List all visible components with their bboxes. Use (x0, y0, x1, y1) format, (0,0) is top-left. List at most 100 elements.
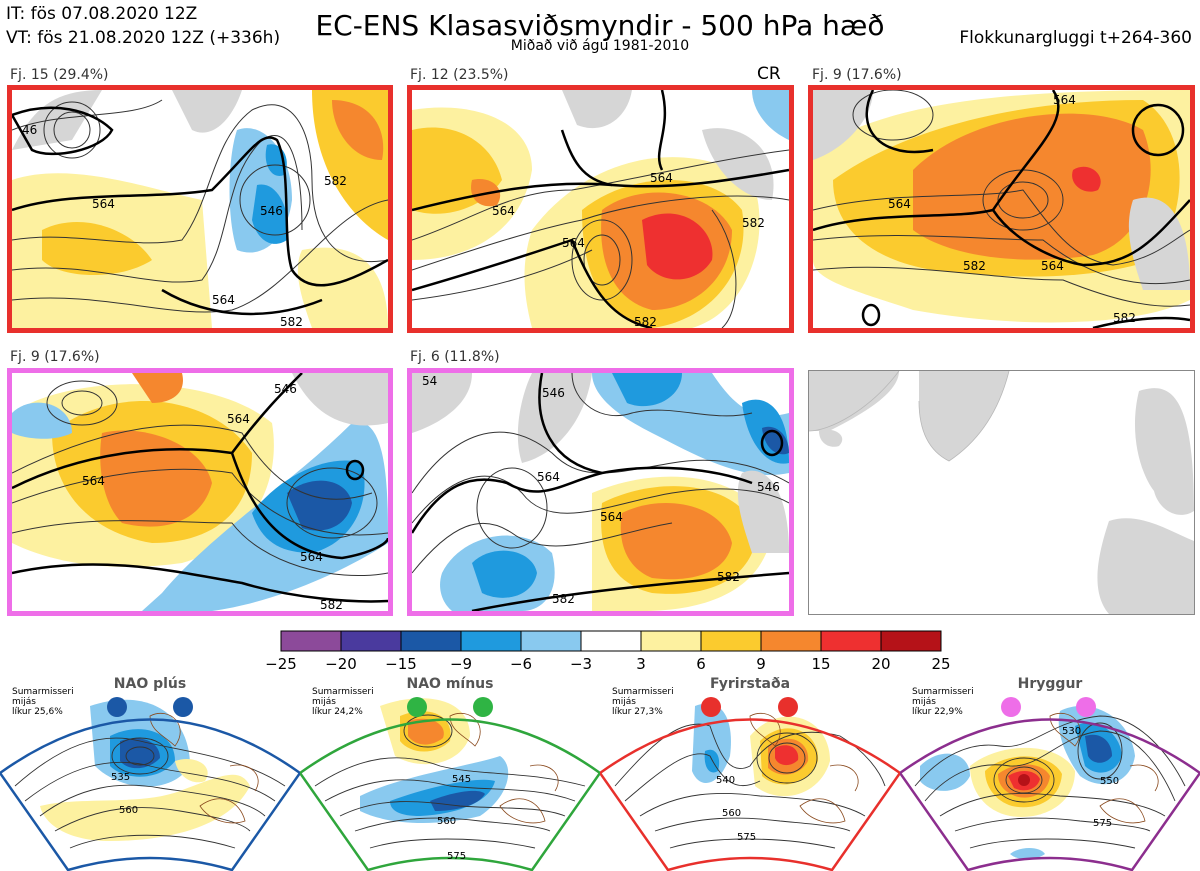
contour-label: 564 (600, 510, 623, 524)
colorbar-segment (820, 630, 882, 652)
regime-ridge: 530 550 575 Hryggur Sumarmisseri mijás lík… (900, 676, 1200, 871)
contour-label: 564 (562, 236, 585, 250)
panel-2-tag: CR (757, 64, 781, 84)
contour-label: 575 (737, 832, 756, 843)
contour-label: 546 (274, 382, 297, 396)
contour-label: 540 (716, 775, 735, 786)
contour-label: 546 (757, 480, 780, 494)
contour-label: 582 (717, 570, 740, 584)
regime-title: NAO plús (113, 676, 187, 692)
colorbar-segment (340, 630, 402, 652)
contour-label: 564 (1041, 259, 1064, 273)
panel-2-label: Fj. 12 (23.5%) (410, 67, 509, 83)
colorbar-segment (400, 630, 462, 652)
cluster-map-5: 54 546 564 564 582 582 546 (407, 368, 794, 616)
colorbar-tick: 20 (871, 655, 891, 673)
contour-label: 564 (650, 171, 673, 185)
colorbar-tick: 9 (756, 655, 766, 673)
colorbar-tick: −6 (509, 655, 533, 673)
contour-label: 582 (742, 216, 765, 230)
contour-label: 560 (437, 816, 456, 827)
contour-label: 545 (452, 774, 471, 785)
regime-note: Sumarmisseri mijás líkur 22,9% (912, 687, 974, 717)
contour-label: 564 (888, 197, 911, 211)
regime-blocking: 540 560 575 Fyrirstaða Sumarmisseri mijás… (600, 676, 900, 871)
contour-label: 550 (1100, 776, 1119, 787)
regime-note: Sumarmisseri mijás líkur 25,6% (12, 687, 74, 717)
contour-label: 564 (492, 204, 515, 218)
colorbar-tick: 25 (931, 655, 951, 673)
contour-label: 582 (963, 259, 986, 273)
colorbar (280, 630, 942, 652)
regime-marker-dot (107, 697, 127, 717)
panel-3-label: Fj. 9 (17.6%) (812, 67, 902, 83)
page-title: EC-ENS Klasasviðsmyndir - 500 hPa hæð (315, 9, 885, 42)
regime-title: NAO mínus (406, 676, 494, 692)
colorbar-tick: 3 (636, 655, 646, 673)
contour-label: 575 (1093, 818, 1112, 829)
colorbar-tick: −25 (265, 655, 297, 673)
contour-label: 46 (22, 123, 37, 137)
panel-5-label: Fj. 6 (11.8%) (410, 349, 500, 365)
contour-label: 575 (447, 851, 466, 862)
contour-label: 564 (212, 293, 235, 307)
contour-label: 560 (119, 805, 138, 816)
regime-marker-dot (1076, 697, 1096, 717)
contour-label: 564 (92, 197, 115, 211)
contour-label: 582 (324, 174, 347, 188)
colorbar-tick: −15 (385, 655, 417, 673)
contour-label: 564 (1053, 93, 1076, 107)
regime-note: Sumarmisseri mijás líkur 24,2% (312, 687, 374, 717)
cluster-map-2: 564 564 564 582 582 (407, 85, 794, 333)
regime-marker-dot (1001, 697, 1021, 717)
colorbar-segment (700, 630, 762, 652)
regime-title: Hryggur (1017, 676, 1083, 692)
regime-note: Sumarmisseri mijás líkur 27,3% (612, 687, 674, 717)
contour-label: 564 (537, 470, 560, 484)
colorbar-segment (280, 630, 342, 652)
contour-label: 582 (552, 592, 575, 606)
colorbar-segment (880, 630, 942, 652)
page-subtitle: Miðað við ágú 1981-2010 (510, 38, 690, 54)
colorbar-tick: 15 (811, 655, 831, 673)
cluster-map-1: 46 564 546 564 582 582 (7, 85, 393, 333)
valid-time: VT: fös 21.08.2020 12Z (+336h) (6, 28, 281, 48)
contour-label: 535 (111, 772, 130, 783)
regime-title: Fyrirstaða (709, 676, 791, 692)
contour-label: 564 (82, 474, 105, 488)
colorbar-segment (760, 630, 822, 652)
classification-window: Flokkunargluggi t+264-360 (959, 28, 1192, 48)
contour-label: 54 (422, 374, 437, 388)
contour-label: 564 (300, 550, 323, 564)
colorbar-segment (580, 630, 642, 652)
regime-marker-dot (701, 697, 721, 717)
colorbar-tick: −9 (449, 655, 473, 673)
contour-label: 560 (722, 808, 741, 819)
contour-label: 582 (320, 598, 343, 611)
regime-marker-dot (778, 697, 798, 717)
reference-map (808, 370, 1195, 615)
colorbar-tick: −20 (325, 655, 357, 673)
contour-label: 546 (260, 204, 283, 218)
regime-nao-minus: 545 560 575 NAO mínus Sumarmisseri mijás l… (300, 676, 600, 871)
regime-marker-dot (407, 697, 427, 717)
contour-label: 582 (1113, 311, 1136, 325)
contour-label: 530 (1062, 726, 1081, 737)
colorbar-tick: −3 (569, 655, 593, 673)
contour-label: 582 (634, 315, 657, 328)
contour-label: 582 (280, 315, 303, 328)
colorbar-tick: 6 (696, 655, 706, 673)
colorbar-segment (460, 630, 522, 652)
cluster-map-4: 564 546 564 564 582 (7, 368, 393, 616)
initial-time: IT: fös 07.08.2020 12Z (6, 4, 198, 24)
regime-marker-dot (173, 697, 193, 717)
contour-label: 564 (227, 412, 250, 426)
regime-nao-plus: 535 560 NAO plús Sumarmisseri mijás líkur … (0, 676, 300, 871)
regime-marker-dot (473, 697, 493, 717)
cluster-map-3: 564 564 564 582 582 (808, 85, 1195, 333)
colorbar-segment (520, 630, 582, 652)
panel-4-label: Fj. 9 (17.6%) (10, 349, 100, 365)
panel-1-label: Fj. 15 (29.4%) (10, 67, 109, 83)
colorbar-segment (640, 630, 702, 652)
contour-label: 546 (542, 386, 565, 400)
